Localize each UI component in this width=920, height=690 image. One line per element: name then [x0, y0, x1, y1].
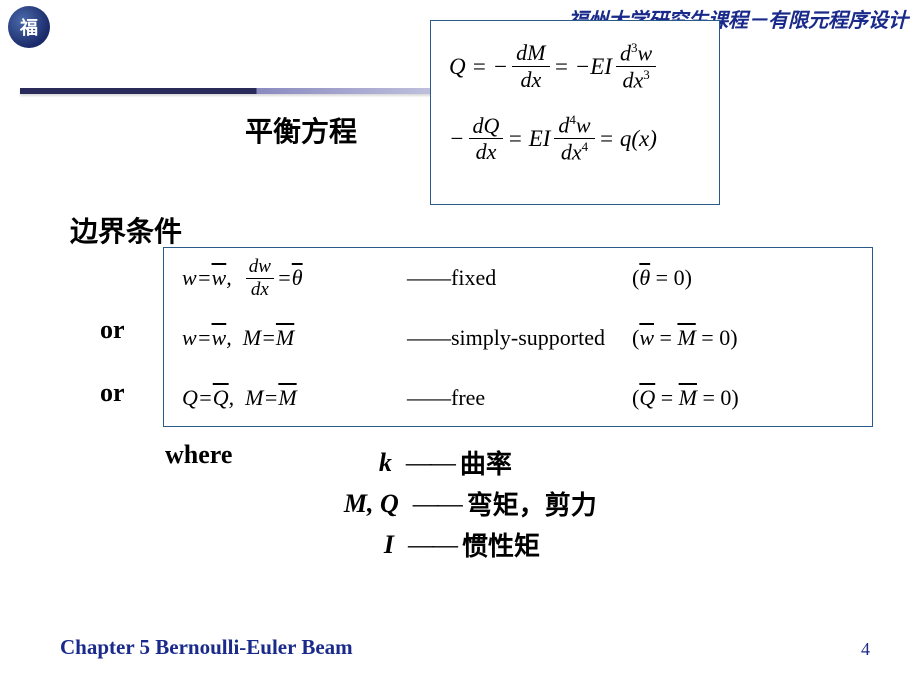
- equation-shear: Q = − dMdx = −EI d3w dx3: [449, 41, 701, 93]
- bc-free: Q = Q, M = M ——free (Q = M = 0): [164, 368, 872, 428]
- def-curvature: k—— 曲率: [269, 444, 597, 481]
- or-label-1: or: [100, 315, 125, 345]
- chapter-footer: Chapter 5 Bernoulli-Euler Beam: [60, 635, 353, 660]
- boundary-conditions-box: w = w, dwdx = θ ——fixed (θ = 0) w = w, M…: [163, 247, 873, 427]
- or-label-2: or: [100, 378, 125, 408]
- university-logo: 福: [8, 6, 50, 48]
- def-inertia: I—— 惯性矩: [269, 526, 597, 563]
- equilibrium-equations-box: Q = − dMdx = −EI d3w dx3 − dQdx = EI d4w…: [430, 20, 720, 205]
- bc-fixed: w = w, dwdx = θ ——fixed (θ = 0): [164, 248, 872, 308]
- def-moment-shear: M, Q—— 弯矩，剪力: [269, 485, 597, 522]
- equation-load: − dQdx = EI d4w dx4 = q(x): [449, 113, 701, 165]
- header-divider: [20, 88, 450, 94]
- boundary-heading: 边界条件: [70, 210, 182, 250]
- page-number: 4: [861, 639, 870, 660]
- bc-simply-supported: w = w, M = M ——simply-supported (w = M =…: [164, 308, 872, 368]
- where-label: where: [165, 440, 232, 469]
- equilibrium-heading: 平衡方程: [245, 110, 357, 150]
- definitions-block: where k—— 曲率 M, Q—— 弯矩，剪力 I—— 惯性矩: [165, 440, 597, 567]
